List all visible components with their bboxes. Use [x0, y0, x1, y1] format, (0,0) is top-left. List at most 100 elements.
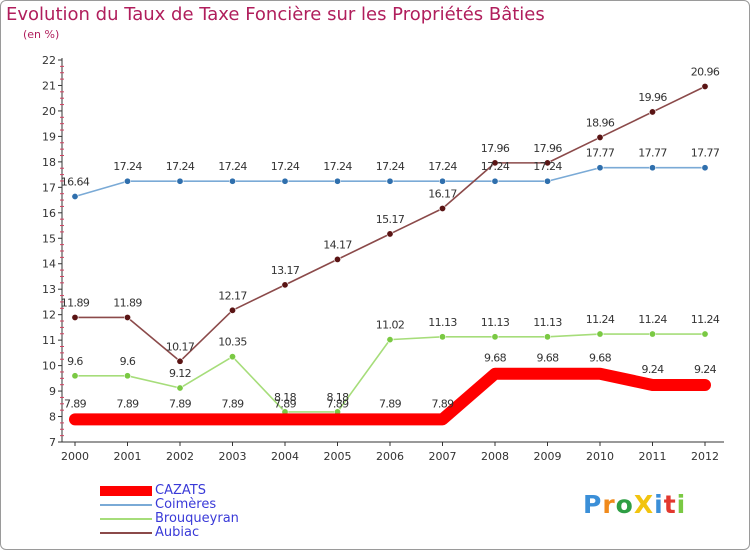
data-label: 19.96 — [638, 91, 667, 104]
x-tick-label: 2012 — [691, 450, 719, 463]
data-label: 17.24 — [166, 160, 195, 173]
data-label: 17.24 — [481, 160, 510, 173]
data-point — [281, 281, 289, 289]
y-tick-label: 9 — [49, 385, 56, 398]
data-label: 9.68 — [536, 352, 559, 365]
data-point — [386, 177, 394, 185]
data-label: 17.24 — [113, 160, 142, 173]
data-point — [491, 333, 499, 341]
data-label: 17.24 — [218, 160, 247, 173]
data-label: 9.6 — [67, 355, 83, 368]
data-point — [124, 372, 132, 380]
data-label: 15.17 — [376, 213, 405, 226]
data-point — [438, 204, 446, 212]
x-tick-label: 2002 — [166, 450, 194, 463]
data-label: 17.24 — [271, 160, 300, 173]
data-label: 17.77 — [691, 147, 720, 160]
data-point — [229, 177, 237, 185]
data-label: 14.17 — [323, 238, 352, 251]
data-point — [543, 333, 551, 341]
y-tick-label: 16 — [42, 207, 56, 220]
data-label: 11.24 — [691, 313, 720, 326]
y-tick-label: 17 — [42, 181, 56, 194]
data-point — [648, 108, 656, 116]
legend-label: Brouqueyran — [155, 511, 239, 526]
logo-letter: X — [633, 490, 655, 519]
logo-letter: r — [602, 490, 616, 519]
data-label: 7.89 — [274, 397, 297, 410]
data-point — [701, 164, 709, 172]
data-point — [438, 177, 446, 185]
data-point — [596, 330, 604, 338]
data-point — [333, 255, 341, 263]
data-point — [281, 177, 289, 185]
data-label: 8.18 — [274, 391, 297, 404]
data-label: 7.89 — [221, 397, 244, 410]
x-tick-label: 2000 — [61, 450, 89, 463]
data-point — [176, 357, 184, 365]
data-point — [491, 177, 499, 185]
data-label: 16.17 — [428, 187, 457, 200]
data-point — [648, 330, 656, 338]
data-point — [175, 414, 185, 425]
x-tick-label: 2005 — [324, 450, 352, 463]
data-point — [595, 368, 605, 379]
data-label: 9.68 — [484, 352, 507, 365]
logo-letter: o — [615, 490, 634, 519]
legend-swatch — [100, 518, 152, 520]
data-label: 9.6 — [120, 355, 136, 368]
data-point — [124, 177, 132, 185]
data-point — [124, 313, 132, 321]
data-point — [596, 133, 604, 141]
data-label: 16.64 — [61, 176, 90, 189]
data-label: 17.96 — [481, 142, 510, 155]
data-label: 17.24 — [323, 160, 352, 173]
data-point — [596, 164, 604, 172]
data-point — [700, 379, 710, 390]
x-tick-label: 2006 — [376, 450, 404, 463]
data-point — [71, 313, 79, 321]
data-label: 7.89 — [326, 397, 349, 410]
x-tick-label: 2001 — [114, 450, 142, 463]
data-point — [227, 414, 238, 425]
data-point — [543, 159, 551, 167]
x-tick-label: 2011 — [639, 450, 667, 463]
logo-letter: t — [663, 490, 677, 519]
data-point — [229, 306, 237, 314]
x-tick-label: 2004 — [271, 450, 299, 463]
data-label: 11.24 — [586, 313, 615, 326]
data-label: 11.02 — [376, 319, 405, 332]
y-tick-label: 11 — [42, 334, 56, 347]
y-tick-label: 10 — [42, 360, 56, 373]
data-label: 18.96 — [586, 116, 615, 129]
x-tick-label: 2007 — [429, 450, 457, 463]
data-label: 11.24 — [638, 313, 667, 326]
data-label: 8.18 — [326, 391, 349, 404]
data-label: 11.89 — [61, 296, 90, 309]
data-label: 9.24 — [641, 363, 664, 376]
data-label: 7.89 — [116, 397, 139, 410]
data-point — [490, 368, 500, 379]
x-tick-label: 2003 — [219, 450, 247, 463]
chart-title: Evolution du Taux de Taxe Foncière sur l… — [6, 4, 545, 25]
y-tick-label: 15 — [42, 232, 56, 245]
proxiti-logo: ProXiti — [583, 490, 686, 519]
data-label: 17.77 — [638, 147, 667, 160]
data-label: 7.89 — [379, 397, 402, 410]
data-point — [122, 414, 133, 425]
data-point — [647, 379, 658, 390]
data-point — [71, 193, 79, 201]
y-tick-label: 7 — [49, 436, 56, 449]
x-tick-label: 2008 — [481, 450, 509, 463]
y-tick-label: 19 — [42, 130, 56, 143]
legend-label: Coimères — [155, 497, 217, 512]
data-label: 9.12 — [169, 367, 191, 380]
chart-data-labels: 16.64 17.24 17.24 17.24 17.24 17.24 17.24 17.24… — [61, 65, 721, 410]
data-label: 17.24 — [376, 160, 405, 173]
y-tick-label: 12 — [42, 309, 56, 322]
y-tick-label: 22 — [42, 54, 56, 67]
data-point — [176, 384, 184, 392]
data-point — [385, 414, 395, 425]
